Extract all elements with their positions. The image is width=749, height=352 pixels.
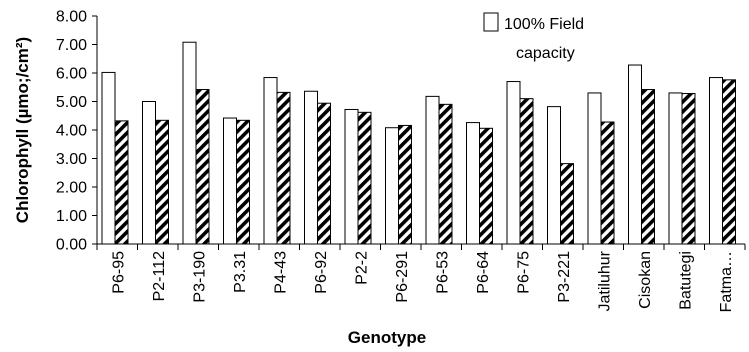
bar-p3-31-series-1 (223, 117, 237, 245)
bar-p6-75-series-2 (519, 98, 534, 245)
bar-p6-95-series-1 (101, 71, 116, 245)
bar-jatiluhur-series-1 (587, 92, 602, 245)
y-tick-label: 5.00 (56, 94, 87, 111)
x-tick-label: P2-112 (151, 251, 168, 302)
bar-p6-64-series-1 (466, 122, 480, 245)
bar-p6-53-series-2 (438, 103, 453, 245)
y-axis-ticks: 0.00 1.00 2.00 3.00 4.00 5.00 6.00 7.00 8.00 (56, 9, 97, 254)
x-tick-label: P6-95 (110, 251, 127, 294)
x-tick-label: P3.31 (232, 251, 249, 293)
bar-batutegi-series-1 (668, 92, 683, 245)
bar-p4-43-series-2 (276, 91, 291, 245)
legend-label-line-2: capacity (516, 45, 575, 62)
y-tick-label: 2.00 (56, 180, 87, 197)
bar-p6-75-series-1 (506, 81, 521, 245)
y-tick-label: 0.00 (56, 237, 87, 254)
bars (101, 41, 736, 245)
legend-swatch (483, 12, 499, 32)
bar-p3-190-series-2 (195, 89, 210, 245)
bar-p6-64-series-2 (479, 127, 493, 245)
bar-p6-95-series-2 (114, 120, 129, 245)
x-tick-label: P3-221 (556, 251, 573, 303)
x-tick-label: Batutegi (677, 251, 694, 310)
bar-p6-92-series-1 (304, 90, 318, 245)
x-tick-label: Jatiluhur (596, 250, 613, 311)
x-axis-title: Genotype (348, 328, 426, 347)
bar-p2-112-series-1 (142, 101, 156, 245)
x-tick-label: Cisokan (637, 251, 654, 309)
bar-p4-43-series-1 (263, 77, 278, 245)
x-tick-label: Fatma… (718, 251, 735, 312)
y-tick-label: 7.00 (56, 37, 87, 54)
bar-cisokan-series-1 (628, 64, 642, 245)
bar-p2-2-series-2 (357, 111, 372, 245)
bar-p2-2-series-1 (344, 108, 359, 245)
x-tick-label: P3-190 (191, 251, 208, 303)
bar-p3-221-series-1 (547, 106, 561, 245)
bar-p6-291-series-2 (398, 124, 412, 245)
y-tick-label: 6.00 (56, 66, 87, 83)
axes (96, 16, 746, 250)
bar-fatma--series-2 (722, 79, 736, 245)
x-tick-label: P6-75 (515, 251, 532, 294)
bar-fatma--series-1 (709, 77, 723, 245)
bar-p2-112-series-2 (155, 119, 169, 245)
bar-p6-53-series-1 (425, 95, 440, 245)
y-tick-label: 4.00 (56, 123, 87, 140)
bar-batutegi-series-2 (681, 93, 696, 245)
bar-p3-190-series-1 (182, 41, 197, 245)
y-axis-title: Chlorophyll (µmo;/cm²) (13, 37, 32, 223)
bar-p3-221-series-2 (560, 163, 574, 245)
y-tick-label: 3.00 (56, 151, 87, 168)
y-tick-label: 8.00 (56, 9, 87, 26)
legend: 100% Field capacity (483, 12, 584, 62)
bar-p3-31-series-2 (236, 119, 250, 245)
bar-p6-291-series-1 (385, 127, 399, 245)
bar-p6-92-series-2 (317, 102, 331, 245)
x-tick-label: P6-92 (313, 251, 330, 294)
bar-jatiluhur-series-2 (600, 121, 615, 245)
bar-cisokan-series-2 (641, 89, 655, 245)
legend-label-line-1: 100% Field (504, 16, 584, 33)
x-tick-label: P2-2 (353, 251, 370, 285)
x-tick-label: P6-291 (394, 251, 411, 303)
y-tick-label: 1.00 (56, 208, 87, 225)
x-axis-tick-labels: P6-95 P2-112 P3-190 P3.31 P4-43 P6-92 P2-2 P6-2… (110, 250, 735, 312)
x-tick-label: P4-43 (272, 251, 289, 294)
x-tick-label: P6-64 (475, 251, 492, 294)
x-tick-label: P6-53 (434, 251, 451, 294)
